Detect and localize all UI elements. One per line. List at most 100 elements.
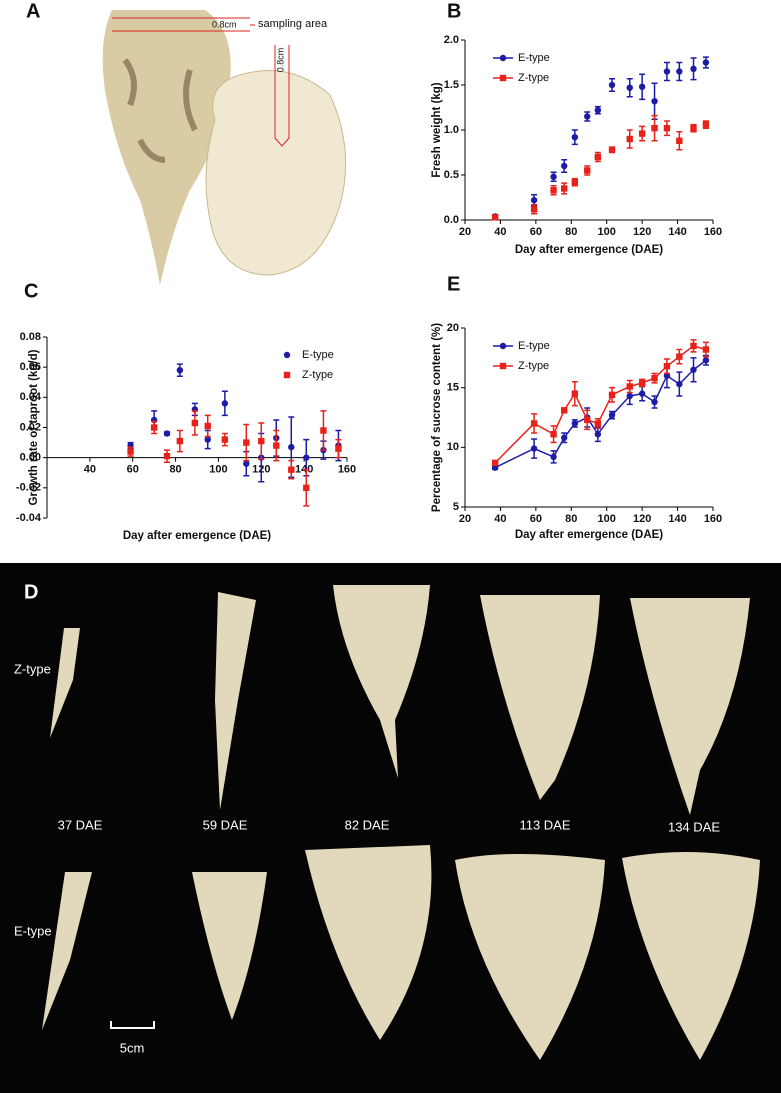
y-tick-label: 0.06 [20,361,41,373]
x-tick-label: 160 [704,226,722,238]
marker [676,353,683,360]
marker [690,366,697,373]
beet [630,598,750,815]
day-label: 134 DAE [668,819,720,834]
x-tick-label: 40 [84,464,96,476]
marker [491,459,499,467]
marker [608,391,616,399]
marker [530,420,538,427]
x-axis-title: Day after emergence (DAE) [123,530,271,542]
panel-label: D [24,581,38,603]
y-axis-title: Growth rate of taproot (kg/d) [28,349,40,505]
marker [243,439,250,446]
x-tick-label: 160 [704,513,722,525]
marker [584,167,591,174]
x-tick-label: 60 [530,513,542,525]
y-tick-label: 20 [447,322,459,334]
marker [663,125,671,132]
row-label: E-type [14,923,52,938]
marker [191,419,199,427]
marker [163,430,171,437]
marker [690,65,697,73]
marker [702,59,710,66]
y-axis-title: Fresh weight (kg) [431,82,443,177]
marker [594,420,602,427]
photo-d: D Z-type E-type 37 DAE 59 DAE 82 DAE 113… [0,563,781,1093]
legend-label: E-type [302,349,334,361]
y-tick-label: -0.04 [16,512,42,524]
y-tick-label: 15 [447,382,459,394]
y-tick-label: 5 [453,501,459,513]
marker [638,83,646,91]
legend-label: Z-type [302,369,333,381]
marker [561,434,568,441]
legend-marker [499,54,507,62]
x-tick-label: 120 [633,513,651,525]
marker [571,420,579,427]
marker [163,452,171,460]
marker [288,443,295,451]
marker [204,422,211,430]
x-tick-label: 160 [338,464,356,476]
marker [303,484,310,492]
x-tick-label: 100 [209,464,227,476]
sampling-label: sampling area [258,18,328,30]
marker [584,113,591,120]
y-tick-label: 0.00 [20,452,41,464]
panel-label: B [447,0,461,22]
photo-a: A 0.8cm sampling area 0.8cm [26,0,347,285]
marker [663,362,671,370]
marker [676,68,683,75]
marker [550,453,557,461]
legend-label: E-type [518,340,550,352]
x-tick-label: 140 [668,513,686,525]
x-tick-label: 80 [565,226,577,238]
marker [258,437,265,445]
marker [550,173,557,180]
beet [333,585,430,778]
depth-label: 0.8cm [275,48,285,73]
sampling-marker [274,45,290,147]
marker [690,125,697,132]
marker [204,436,211,443]
x-tick-label: 140 [668,226,686,238]
marker [702,357,710,364]
x-axis-title: Day after emergence (DAE) [515,529,663,541]
x-tick-label: 60 [127,464,139,476]
y-tick-label: 10 [447,441,459,453]
marker [638,379,646,387]
day-label: 113 DAE [519,817,570,832]
marker [608,411,616,419]
marker [571,179,579,186]
beet [455,854,605,1060]
marker [530,445,538,452]
depth-label: 0.8cm [212,19,237,29]
y-tick-label: -0.02 [16,482,41,494]
x-tick-label: 40 [494,513,506,525]
marker [561,407,568,414]
marker [594,153,602,161]
panel-label: C [24,280,38,302]
marker [651,374,658,382]
legend-marker [499,362,507,370]
legend-marker [283,371,291,379]
day-label: 37 DAE [58,817,103,832]
beets [42,585,760,1060]
marker [243,460,250,467]
y-tick-label: 0.0 [444,214,459,226]
beet [215,592,256,810]
y-axis-title: Percentage of sucrose content (%) [431,323,443,512]
marker [608,146,616,153]
marker [584,416,591,424]
beet [192,872,267,1020]
marker [638,390,646,397]
panel-label: A [26,0,40,22]
x-tick-label: 120 [633,226,651,238]
scale-label: 5cm [120,1040,145,1055]
x-tick-label: 100 [598,226,616,238]
marker [608,81,616,89]
marker [638,130,646,137]
marker [626,392,633,400]
beet-slice [205,70,347,276]
x-axis-title: Day after emergence (DAE) [515,244,663,256]
